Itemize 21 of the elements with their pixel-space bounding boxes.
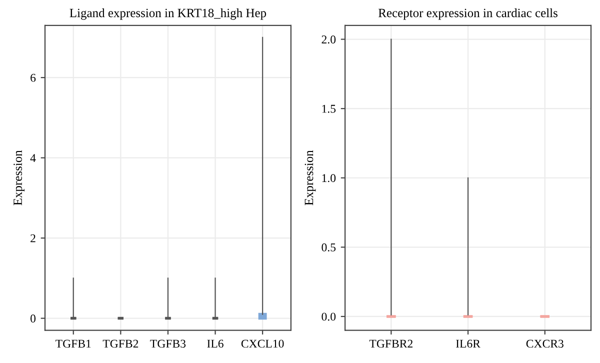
x-tick-label: CXCL10 (241, 340, 284, 348)
chart-title: Ligand expression in KRT18_high Hep (70, 8, 266, 20)
y-tick-label: 1.0 (322, 174, 336, 182)
x-tick-label: TGFBR2 (369, 340, 412, 348)
y-tick-label: 4 (30, 154, 36, 162)
x-tick-label: TGFB3 (150, 340, 186, 348)
x-tick-label: IL6 (207, 340, 224, 348)
y-tick-label: 2.0 (322, 36, 336, 44)
chart-title: Receptor expression in cardiac cells (378, 8, 558, 20)
y-tick-label: 2 (30, 234, 36, 242)
y-tick-label: 0 (30, 314, 36, 323)
x-tick-label: TGFB2 (102, 340, 138, 348)
y-tick-label: 6 (30, 74, 36, 82)
y-axis-title: Expression (304, 150, 316, 206)
y-tick-label: 1.5 (322, 104, 336, 113)
x-tick-label: TGFB1 (56, 340, 91, 348)
x-tick-label: CXCR3 (526, 340, 564, 348)
y-axis-title: Expression (14, 150, 25, 206)
y-tick-label: 0.5 (322, 243, 336, 252)
y-tick-label: 0.0 (322, 312, 336, 321)
x-tick-label: IL6R (456, 340, 480, 348)
